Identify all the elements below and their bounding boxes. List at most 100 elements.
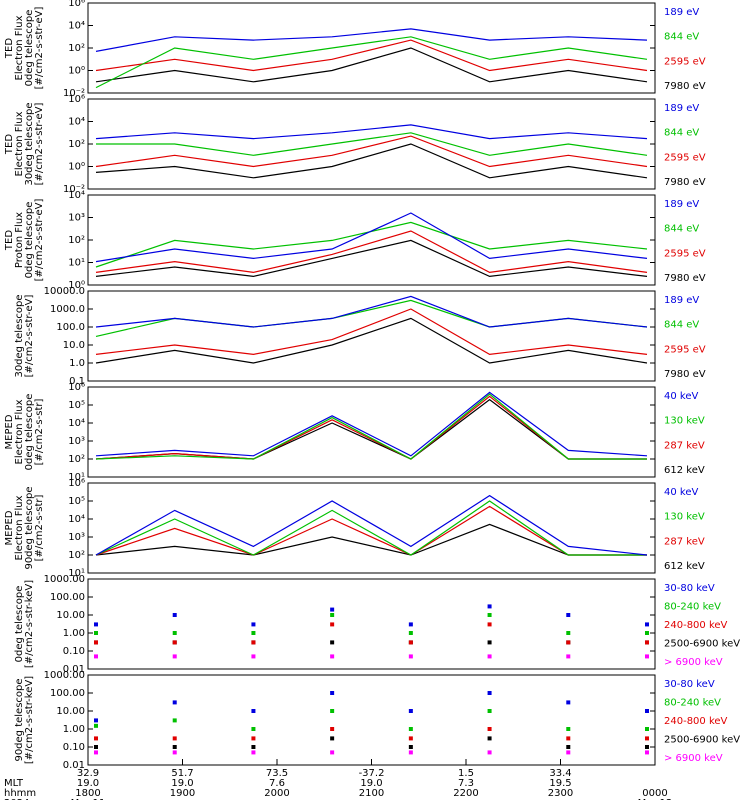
panel-ted-electron-0deg: 10⁻² 10⁰ 10² 10⁴ 10⁶ TED Electron Flux 0deg tel… <box>4 0 706 99</box>
y-tick-label: 0.10 <box>63 742 85 753</box>
x-tick-label: Mar 12 <box>638 798 673 800</box>
data-point <box>330 613 335 617</box>
data-point <box>251 727 256 731</box>
y-tick-label: 10³ <box>68 436 85 447</box>
data-point <box>645 622 649 627</box>
y-tick-label: 10² <box>68 139 85 150</box>
legend-entry: 7980 eV <box>664 273 706 284</box>
legend-entry: 2500-6900 keV <box>664 735 740 746</box>
legend-entry: 612 keV <box>664 561 705 572</box>
series-line <box>95 523 647 556</box>
data-point <box>645 736 649 741</box>
data-point <box>94 631 98 635</box>
y-axis-label: TED <box>4 230 15 251</box>
legend-entry: > 6900 keV <box>664 657 723 668</box>
y-tick-label: 0.01 <box>63 664 85 675</box>
y-tick-label: 1000.00 <box>44 574 85 585</box>
x-tick-label: 1.5 <box>458 768 474 779</box>
x-tick-label: 32.9 <box>77 768 99 779</box>
x-row-label: hhmm <box>4 788 36 799</box>
data-point <box>94 745 98 749</box>
legend-entry: 7980 eV <box>664 369 706 380</box>
data-point <box>94 736 98 741</box>
legend-entry: 844 eV <box>664 320 699 331</box>
panel-frame <box>87 578 656 670</box>
y-axis-label: [#/cm2-s-str] <box>34 494 45 561</box>
y-tick-label: 1000.00 <box>44 670 85 681</box>
data-point <box>172 700 177 705</box>
x-tick-label: 19.0 <box>360 778 382 789</box>
data-point <box>94 723 98 728</box>
y-axis-label: MEPED <box>4 414 15 449</box>
x-row-label: 2024 <box>4 798 29 800</box>
data-point <box>566 640 571 645</box>
y-tick-label: 10⁴ <box>68 21 85 32</box>
data-point <box>94 750 98 755</box>
y-tick-label: 10⁴ <box>68 117 85 128</box>
y-axis-label: 30deg telescope <box>24 102 35 185</box>
data-point <box>330 622 335 627</box>
data-point <box>487 727 492 731</box>
series-line <box>95 221 648 268</box>
data-point <box>487 604 492 609</box>
x-tick-label: Mar 11 <box>71 798 106 800</box>
y-tick-label: 10⁵ <box>68 496 85 507</box>
legend-entry: 844 eV <box>664 32 699 43</box>
y-tick-label: 10⁰ <box>68 280 85 291</box>
panel-ted-proton-30deg: 0.1 1.0 10.0 100.0 1000.0 10000.0 30deg telesc… <box>14 286 706 387</box>
y-axis-label: Proton Flux <box>14 212 25 268</box>
y-tick-label: 10.00 <box>56 706 85 717</box>
data-point <box>172 718 177 723</box>
data-point <box>330 736 335 741</box>
panel-ted-electron-30deg: 10⁻² 10⁰ 10² 10⁴ 10⁶ TED Electron Flux 30deg te… <box>4 94 706 195</box>
y-tick-label: 1.00 <box>63 724 85 735</box>
series-line <box>95 239 648 278</box>
x-tick-label: 2200 <box>453 788 478 799</box>
panel-meped-electron-0deg: 10¹ 10² 10³ 10⁴ 10⁵ 10⁶ MEPED Electron Flux 0deg… <box>4 382 705 483</box>
x-tick-label: 51.7 <box>171 768 193 779</box>
legend-entry: 287 keV <box>664 440 705 451</box>
y-tick-label: 10³ <box>68 532 85 543</box>
series-line <box>95 230 648 274</box>
y-axis-label: 30deg telescope <box>14 294 25 377</box>
series-line <box>95 500 647 556</box>
data-point <box>251 654 256 659</box>
x-tick-label: 19.0 <box>171 778 193 789</box>
data-point <box>487 654 492 659</box>
data-point <box>172 640 177 645</box>
data-point <box>487 691 492 695</box>
data-point <box>487 736 492 741</box>
y-tick-label: 100.00 <box>50 592 85 603</box>
series-line <box>96 132 648 156</box>
data-point <box>487 622 492 627</box>
panel-meped-proton-90deg: 0.01 0.10 1.00 10.00 100.00 1000.00 90deg tele… <box>14 670 740 771</box>
y-tick-label: 0.01 <box>63 760 85 771</box>
legend-entry: 2595 eV <box>664 56 706 67</box>
data-point <box>487 640 492 645</box>
y-axis-label: [#/cm2-s-str-keV] <box>24 580 35 668</box>
panel-frame <box>87 290 656 382</box>
legend-entry: 7980 eV <box>664 177 706 188</box>
data-point <box>566 613 571 617</box>
y-axis-label: [#/cm2-s-str-eV] <box>34 199 45 282</box>
panel-frame <box>87 386 656 478</box>
y-tick-label: 10² <box>68 43 85 54</box>
data-point <box>487 613 492 617</box>
series-line <box>95 393 647 460</box>
y-axis-label: [#/cm2-s-str-eV] <box>34 7 45 90</box>
data-point <box>408 654 413 659</box>
y-tick-label: 0.1 <box>69 376 85 387</box>
data-point <box>645 745 649 749</box>
x-tick-label: -37.2 <box>359 768 385 779</box>
y-axis-label: 90deg telescope <box>24 486 35 569</box>
legend-entry: 2595 eV <box>664 248 706 259</box>
data-point <box>94 622 98 627</box>
data-point <box>566 745 571 749</box>
data-point <box>172 631 177 635</box>
data-point <box>408 709 413 713</box>
data-point <box>172 736 177 741</box>
data-point <box>330 640 335 645</box>
legend-entry: 844 eV <box>664 224 699 235</box>
y-tick-label: 100.00 <box>50 688 85 699</box>
y-tick-label: 10³ <box>68 213 85 224</box>
